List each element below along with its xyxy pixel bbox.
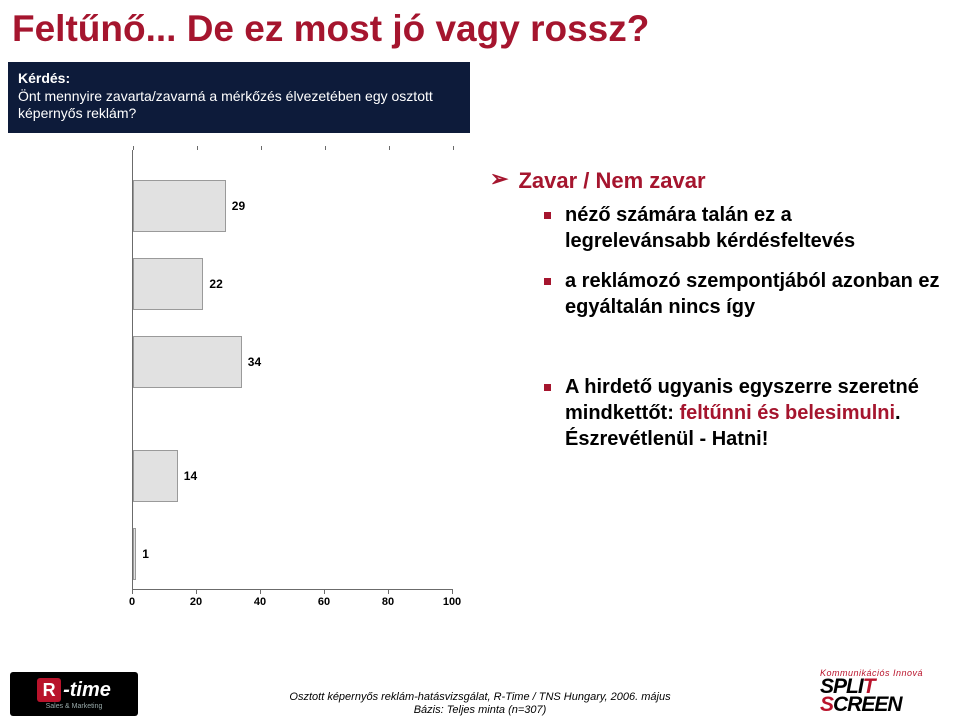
bar [133, 450, 178, 502]
x-tick-label: 0 [129, 596, 135, 608]
bar [133, 258, 203, 310]
square-bullet-icon [544, 278, 551, 285]
bar-value-label: 22 [209, 277, 222, 291]
bullet-list: ➢ Zavar / Nem zavar néző számára talán e… [490, 168, 940, 466]
bullet-item: A hirdető ugyanis egyszerre szeretné min… [490, 374, 940, 452]
bullet-text: néző számára talán ez a legrelevánsabb k… [565, 202, 940, 254]
bar-chart: Nagyon zavaró29 Zavaró22 Nem zavaró34 Egyál… [12, 150, 457, 620]
square-bullet-icon [544, 384, 551, 391]
question-label: Kérdés: [18, 70, 460, 88]
bullet-text: A hirdető ugyanis egyszerre szeretné min… [565, 374, 940, 452]
x-tick-label: 60 [318, 596, 330, 608]
bar-value-label: 14 [184, 469, 197, 483]
logo-subtitle: Sales & Marketing [46, 703, 103, 710]
logo-split-2hl: S [820, 693, 833, 716]
question-box: Kérdés: Önt mennyire zavarta/zavarná a m… [8, 62, 470, 133]
bar-value-label: 1 [142, 547, 149, 561]
bar-row: NT-NV1 [133, 528, 149, 580]
bullet-highlight: feltűnni és belesimulni [679, 402, 895, 424]
logo-split-2: CREEN [833, 693, 902, 716]
arrow-icon: ➢ [490, 168, 508, 190]
bar [133, 180, 226, 232]
bar-value-label: 29 [232, 199, 245, 213]
bullet-item: a reklámozó szempontjából azonban ez egy… [490, 268, 940, 320]
plot-area: Nagyon zavaró29 Zavaró22 Nem zavaró34 Egyál… [132, 150, 452, 590]
bullet-heading: ➢ Zavar / Nem zavar [490, 168, 940, 194]
x-tick-label: 20 [190, 596, 202, 608]
x-tick-label: 100 [443, 596, 461, 608]
x-tick-label: 40 [254, 596, 266, 608]
bar-row: Egyáltalán nem zavaró14 [133, 450, 197, 502]
slide-title: Feltűnő... De ez most jó vagy rossz? [0, 0, 960, 50]
bar-row: Zavaró22 [133, 258, 223, 310]
bullet-heading-text: Zavar / Nem zavar [518, 168, 705, 194]
x-axis: 020406080100 [132, 594, 452, 614]
bar-value-label: 34 [248, 355, 261, 369]
footer-line2: Bázis: Teljes minta (n=307) [289, 704, 670, 717]
footer: R -time Sales & Marketing Osztott képern… [0, 662, 960, 722]
bar [133, 336, 242, 388]
footer-line1: Osztott képernyős reklám-hatásvizsgálat,… [289, 691, 670, 704]
logo-r-box: R [37, 678, 61, 702]
question-text: Önt mennyire zavarta/zavarná a mérkőzés … [18, 88, 460, 123]
x-tick-label: 80 [382, 596, 394, 608]
bar-row: Nem zavaró34 [133, 336, 261, 388]
bullet-item: néző számára talán ez a legrelevánsabb k… [490, 202, 940, 254]
bar-row: Nagyon zavaró29 [133, 180, 245, 232]
logo-time-text: -time [63, 679, 111, 702]
bullet-text: a reklámozó szempontjából azonban ez egy… [565, 268, 940, 320]
square-bullet-icon [544, 212, 551, 219]
footer-caption: Osztott képernyős reklám-hatásvizsgálat,… [289, 691, 670, 717]
logo-rtime: R -time Sales & Marketing [10, 672, 138, 716]
bar [133, 528, 136, 580]
logo-splitscreen: Kommunikációs Innová SPLIT SCREEN [820, 668, 950, 716]
